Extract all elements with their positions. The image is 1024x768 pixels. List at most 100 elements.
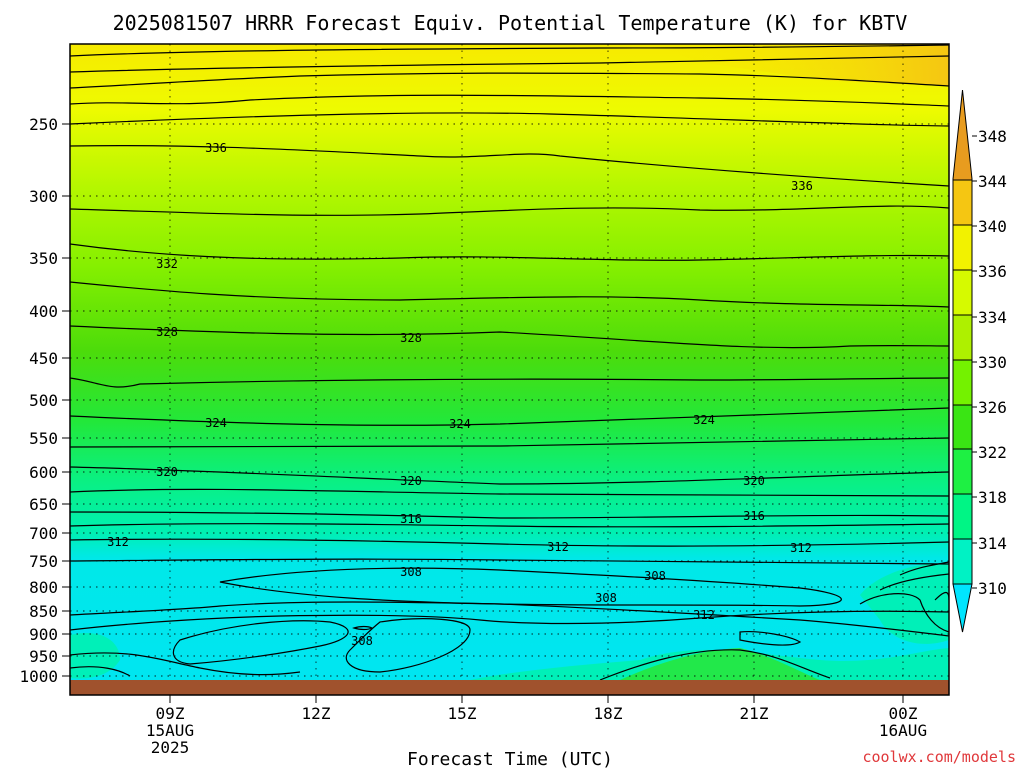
plot-area: 336 336 332 328 328 324 324 324 320 320 320 316 316 3… <box>70 44 949 695</box>
colorbar-band <box>952 179 973 226</box>
x-tick-label: 21Z <box>740 704 769 723</box>
contour-label: 328 <box>400 331 422 345</box>
contour-label: 312 <box>107 535 129 549</box>
y-tick-label: 350 <box>29 249 58 268</box>
contour-line <box>70 72 949 89</box>
colorbar-label: 340 <box>978 217 1007 236</box>
y-tick-label: 300 <box>29 187 58 206</box>
colorbar: 310 314 318 322 326 330 334 336 340 344 348 <box>952 89 1007 633</box>
contour-label: 324 <box>205 416 227 430</box>
contour-line <box>70 377 949 388</box>
warm-corner-patch <box>650 44 949 86</box>
colorbar-label: 322 <box>978 443 1007 462</box>
contour-label: 336 <box>205 141 227 155</box>
contour-line <box>70 610 949 631</box>
colorbar-label: 348 <box>978 127 1007 146</box>
y-tick-label: 400 <box>29 302 58 321</box>
x-tick-label: 16AUG <box>879 721 927 740</box>
contour-line <box>70 44 949 57</box>
y-axis: 250 300 350 400 450 500 550 600 650 700 750 800 850 9… <box>19 115 70 686</box>
colorbar-label: 318 <box>978 488 1007 507</box>
x-axis-label: Forecast Time (UTC) <box>407 749 613 768</box>
field-fill <box>70 44 949 695</box>
contour-line <box>345 618 471 673</box>
contour-label: 324 <box>693 413 715 427</box>
contour-label: 308 <box>644 569 666 583</box>
contour-line <box>739 631 802 646</box>
colorbar-label: 330 <box>978 353 1007 372</box>
contour-line <box>599 649 831 681</box>
colorbar-label: 336 <box>978 262 1007 281</box>
y-tick-label: 700 <box>29 524 58 543</box>
contour-line <box>70 437 949 448</box>
contour-line <box>172 620 349 665</box>
contour-label: 316 <box>400 512 422 526</box>
credit-text: coolwx.com/models <box>862 748 1016 766</box>
contour-line <box>70 538 949 547</box>
contour-label: 312 <box>790 541 812 555</box>
y-tick-label: 650 <box>29 495 58 514</box>
colorbar-below-arrow <box>952 583 973 633</box>
colorbar-band <box>952 493 973 540</box>
contour-line <box>70 112 949 127</box>
colorbar-band <box>952 269 973 316</box>
x-tick-label: 2025 <box>151 738 190 757</box>
contour-label: 336 <box>791 179 813 193</box>
contour-line <box>70 205 949 216</box>
colorbar-label: 344 <box>978 172 1007 191</box>
contour-label: 312 <box>693 608 715 622</box>
teal-patch-right <box>860 563 949 644</box>
contour-label: 324 <box>449 417 471 431</box>
contour-line <box>70 94 949 107</box>
y-tick-label: 550 <box>29 429 58 448</box>
contour-label: 320 <box>156 465 178 479</box>
contour-label: 328 <box>156 325 178 339</box>
contour-label: 316 <box>743 509 765 523</box>
y-tick-label: 850 <box>29 602 58 621</box>
contour-line <box>70 55 949 73</box>
y-tick-label: 800 <box>29 578 58 597</box>
colorbar-band <box>952 314 973 361</box>
colorbar-label: 326 <box>978 398 1007 417</box>
colorbar-label: 334 <box>978 308 1007 327</box>
y-tick-label: 450 <box>29 349 58 368</box>
contour-line <box>352 625 374 631</box>
x-tick-label: 09Z <box>156 704 185 723</box>
ground-strip <box>70 680 949 695</box>
contour-label: 320 <box>400 474 422 488</box>
y-tick-label: 500 <box>29 391 58 410</box>
x-tick-label: 12Z <box>302 704 331 723</box>
y-tick-label: 600 <box>29 463 58 482</box>
contour-label: 308 <box>595 591 617 605</box>
x-tick-label: 18Z <box>594 704 623 723</box>
contour-line <box>70 666 131 677</box>
colorbar-band <box>952 359 973 406</box>
colorbar-band <box>952 224 973 271</box>
x-tick-label: 15AUG <box>146 721 194 740</box>
colorbar-band <box>952 538 973 585</box>
contour-label: 308 <box>351 634 373 648</box>
contour-line <box>859 593 949 633</box>
colorbar-label: 314 <box>978 534 1007 553</box>
colorbar-band <box>952 404 973 450</box>
contour-line <box>70 488 949 497</box>
x-tick-label: 00Z <box>889 704 918 723</box>
y-tick-label: 950 <box>29 647 58 666</box>
chart-title: 2025081507 HRRR Forecast Equiv. Potentia… <box>113 11 908 35</box>
contour-label: 332 <box>156 257 178 271</box>
green-patch-bottom <box>620 648 820 680</box>
colorbar-band <box>952 448 973 495</box>
contour-label: 320 <box>743 474 765 488</box>
contour-line <box>70 511 949 519</box>
contour-label: 308 <box>400 565 422 579</box>
contour-labels: 336 336 332 328 328 324 324 324 320 320 320 316 316 3… <box>107 141 813 648</box>
contour-line <box>70 523 949 528</box>
plot-frame <box>69 43 950 696</box>
contour-line <box>899 561 949 576</box>
y-tick-label: 250 <box>29 115 58 134</box>
y-tick-label: 1000 <box>19 667 58 686</box>
contour-line <box>70 601 949 637</box>
x-tick-label: 15Z <box>448 704 477 723</box>
